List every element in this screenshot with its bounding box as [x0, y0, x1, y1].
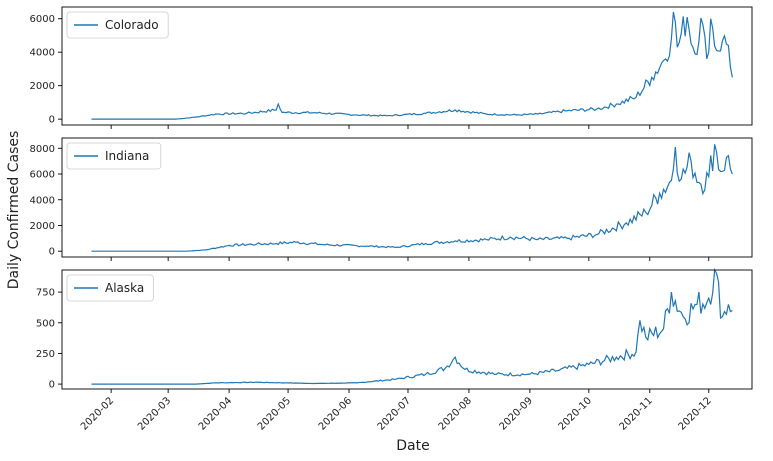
x-tick-label: 2020-07: [376, 395, 413, 432]
legend-label: Indiana: [105, 149, 149, 163]
series-line-indiana: [91, 144, 733, 252]
legend-box: [66, 274, 154, 302]
y-tick-label: 0: [49, 380, 55, 391]
x-tick-label: 2020-03: [136, 395, 173, 432]
panel-colorado: 0 2000 4000 6000 Colorado: [30, 6, 753, 129]
series-line-alaska: [91, 268, 733, 385]
legend-label: Colorado: [105, 18, 159, 32]
legend-indiana: Indiana: [66, 142, 162, 170]
legend-label: Alaska: [105, 281, 144, 295]
series-line-colorado: [91, 11, 733, 120]
legend-box: [66, 11, 169, 39]
y-tick-label: 6000: [30, 170, 55, 181]
y-tick-label: 0: [49, 247, 55, 258]
chart-panels: 0 2000 4000 6000 Colorado 0 2000 4000 6000 8000 In…: [30, 6, 753, 393]
y-tick-label: 2000: [30, 221, 55, 232]
x-tick-label: 2020-10: [557, 395, 594, 432]
y-tick-label: 4000: [30, 48, 55, 59]
y-tick-label: 4000: [30, 195, 55, 206]
x-tick-label: 2020-08: [437, 395, 474, 432]
panel-frame: [61, 6, 753, 126]
y-tick-label: 750: [36, 288, 55, 299]
y-tick-label: 500: [36, 318, 55, 329]
legend-colorado: Colorado: [66, 11, 169, 39]
panel-frame: [61, 269, 753, 390]
x-tick-label: 2020-04: [197, 395, 234, 432]
panel-frame: [61, 137, 753, 258]
y-axis-label: Daily Confirmed Cases: [6, 131, 22, 290]
x-tick-label: 2020-05: [256, 395, 293, 432]
legend-box: [66, 142, 162, 170]
legend-alaska: Alaska: [66, 274, 154, 302]
y-tick-label: 2000: [30, 81, 55, 92]
x-tick-label: 2020-06: [317, 395, 354, 432]
x-tick-label: 2020-11: [618, 395, 655, 432]
panel-alaska: 0 250 500 750 Alaska: [36, 268, 753, 393]
y-tick-label: 250: [36, 349, 55, 360]
x-tick-label: 2020-02: [79, 395, 116, 432]
x-axis-label: Date: [396, 438, 429, 454]
y-tick-label: 6000: [30, 14, 55, 25]
x-tick-label: 2020-09: [498, 395, 535, 432]
panel-indiana: 0 2000 4000 6000 8000 Indiana: [30, 137, 753, 261]
y-tick-label: 0: [49, 115, 55, 126]
x-axis-ticks: 2020-02 2020-03 2020-04 2020-05 2020-06 2020-…: [79, 395, 714, 432]
y-tick-label: 8000: [30, 144, 55, 155]
x-tick-label: 2020-12: [677, 395, 714, 432]
